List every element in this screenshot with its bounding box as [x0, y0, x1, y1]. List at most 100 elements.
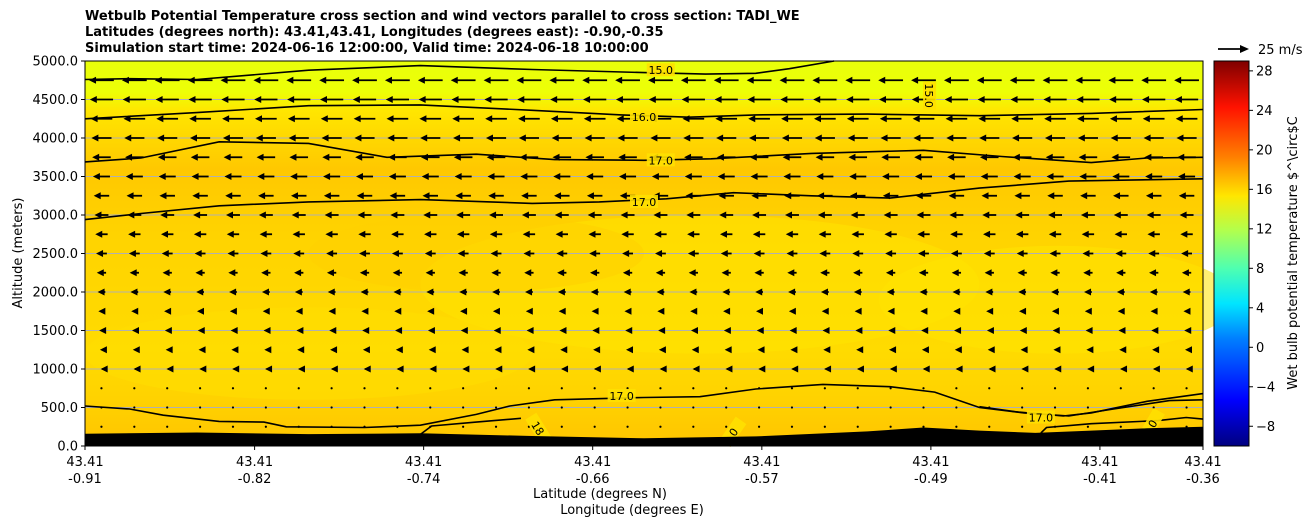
wind-vector-17-26 [955, 406, 958, 409]
wind-arrowhead-9-10 [424, 250, 432, 257]
wind-arrowhead-7-13 [521, 211, 529, 219]
wind-arrowhead-6-30 [1080, 192, 1088, 200]
wind-arrowhead-7-14 [554, 211, 562, 219]
wind-arrowhead-3-8 [354, 134, 362, 142]
wind-arrowhead-12-17 [657, 307, 665, 315]
wind-arrowhead-15-0 [100, 365, 108, 373]
wind-arrowhead-6-32 [1145, 192, 1153, 200]
wind-arrowhead-3-17 [650, 134, 658, 142]
wind-arrowhead-12-15 [591, 307, 599, 315]
wind-arrowhead-5-8 [355, 173, 363, 180]
wind-vector-18-0 [100, 425, 103, 428]
wind-arrowhead-7-11 [456, 211, 464, 219]
wind-arrowhead-14-0 [99, 346, 107, 354]
wind-arrowhead-2-11 [452, 115, 460, 123]
wind-arrowhead-10-6 [294, 269, 302, 277]
wind-arrowhead-15-7 [330, 365, 338, 373]
wind-arrowhead-0-28 [1009, 76, 1017, 84]
x-axis-label-latitude: Latitude (degrees N) [533, 487, 667, 502]
wind-arrowhead-3-4 [222, 134, 230, 142]
wind-arrowhead-13-21 [789, 327, 797, 334]
wind-arrowhead-13-23 [855, 327, 863, 334]
colorbar-tick-label-4: 8 [1256, 262, 1264, 277]
wind-arrowhead-1-28 [1010, 96, 1018, 103]
wind-arrowhead-11-4 [229, 288, 237, 296]
wind-vector-17-14 [560, 406, 563, 409]
wind-arrowhead-9-21 [786, 250, 794, 257]
wind-arrowhead-9-12 [490, 250, 498, 257]
wind-arrowhead-0-30 [1075, 76, 1083, 84]
colorbar-tick-label-3: 4 [1256, 301, 1264, 316]
wind-arrowhead-5-14 [553, 173, 561, 180]
wind-arrowhead-3-23 [847, 134, 855, 142]
wind-arrowhead-3-22 [814, 134, 822, 142]
wind-arrowhead-5-20 [750, 173, 758, 180]
wind-arrowhead-6-1 [126, 192, 134, 200]
wind-arrowhead-9-1 [128, 250, 136, 257]
wind-arrowhead-7-20 [752, 211, 760, 219]
wind-vector-17-22 [823, 406, 826, 409]
wind-arrowhead-13-20 [756, 327, 764, 334]
wind-arrowhead-10-13 [524, 269, 532, 277]
wind-arrowhead-6-9 [389, 192, 397, 200]
wind-arrowhead-7-17 [653, 211, 661, 219]
wind-arrowhead-10-0 [96, 269, 104, 277]
y-tick-label-7: 3500.0 [33, 170, 79, 185]
wind-arrowhead-3-6 [288, 134, 296, 142]
wind-arrowhead-13-19 [723, 327, 731, 334]
wind-arrowhead-13-2 [164, 327, 172, 334]
wind-vector-16-16 [626, 387, 629, 390]
wind-arrowhead-0-3 [187, 76, 195, 84]
wind-arrowhead-11-11 [459, 288, 467, 296]
wind-vector-17-17 [659, 406, 662, 409]
wind-arrowhead-14-25 [921, 346, 929, 354]
wind-arrowhead-11-27 [985, 288, 993, 296]
wind-vector-17-5 [264, 406, 267, 409]
wind-arrowhead-11-26 [952, 288, 960, 296]
contour-line-7 [419, 417, 522, 436]
colorbar-tick-label-6: 16 [1256, 183, 1273, 198]
wind-arrowhead-6-10 [422, 192, 430, 200]
wind-arrowhead-13-10 [427, 327, 435, 334]
wind-arrowhead-1-11 [451, 96, 459, 103]
wind-arrowhead-10-7 [326, 269, 334, 277]
contour-label-bg-5 [607, 388, 636, 402]
wind-arrowhead-3-11 [453, 134, 461, 142]
contour-label-bg-3 [646, 153, 675, 167]
wind-arrowhead-15-27 [988, 365, 996, 373]
x-tick-lat-3: 43.41 [574, 455, 611, 470]
wind-arrowhead-12-8 [361, 307, 369, 315]
wind-arrowhead-11-6 [294, 288, 302, 296]
wind-arrowhead-7-6 [291, 211, 299, 219]
x-tick-lon-2: -0.74 [407, 472, 441, 487]
wind-arrowhead-11-15 [590, 288, 598, 296]
wind-arrowhead-12-5 [262, 307, 270, 315]
wind-arrowhead-13-12 [493, 327, 501, 334]
wind-arrowhead-1-8 [352, 96, 360, 103]
wind-vector-16-21 [790, 387, 794, 390]
wind-arrowhead-0-22 [812, 76, 820, 84]
wind-arrowhead-7-27 [982, 211, 990, 219]
y-tick-label-8: 4000.0 [33, 132, 79, 147]
wind-arrowhead-12-18 [690, 307, 698, 315]
wind-arrowhead-15-11 [462, 365, 470, 373]
wind-arrowhead-0-20 [746, 76, 754, 84]
wind-arrowhead-3-15 [584, 134, 592, 142]
wind-vector-16-25 [922, 387, 925, 390]
colorbar-tick-label-2: 0 [1256, 341, 1264, 356]
contour-label-bg-7 [525, 412, 552, 444]
wind-arrowhead-0-11 [450, 76, 458, 84]
wind-arrowhead-2-4 [222, 115, 230, 123]
wind-arrowhead-5-2 [158, 173, 166, 180]
wind-arrowhead-5-22 [816, 173, 824, 180]
wind-arrowhead-8-13 [522, 230, 530, 238]
wind-arrowhead-15-4 [232, 365, 240, 373]
wind-arrowhead-0-7 [319, 76, 327, 84]
wind-arrowhead-7-23 [850, 211, 858, 219]
wind-arrowhead-6-12 [488, 192, 496, 200]
wind-arrowhead-0-6 [286, 76, 294, 84]
colorbar-tick-label-5: 12 [1256, 222, 1273, 237]
wind-arrowhead-8-8 [358, 230, 366, 238]
wind-arrowhead-4-23 [848, 153, 856, 161]
wind-arrowhead-7-7 [324, 211, 332, 219]
